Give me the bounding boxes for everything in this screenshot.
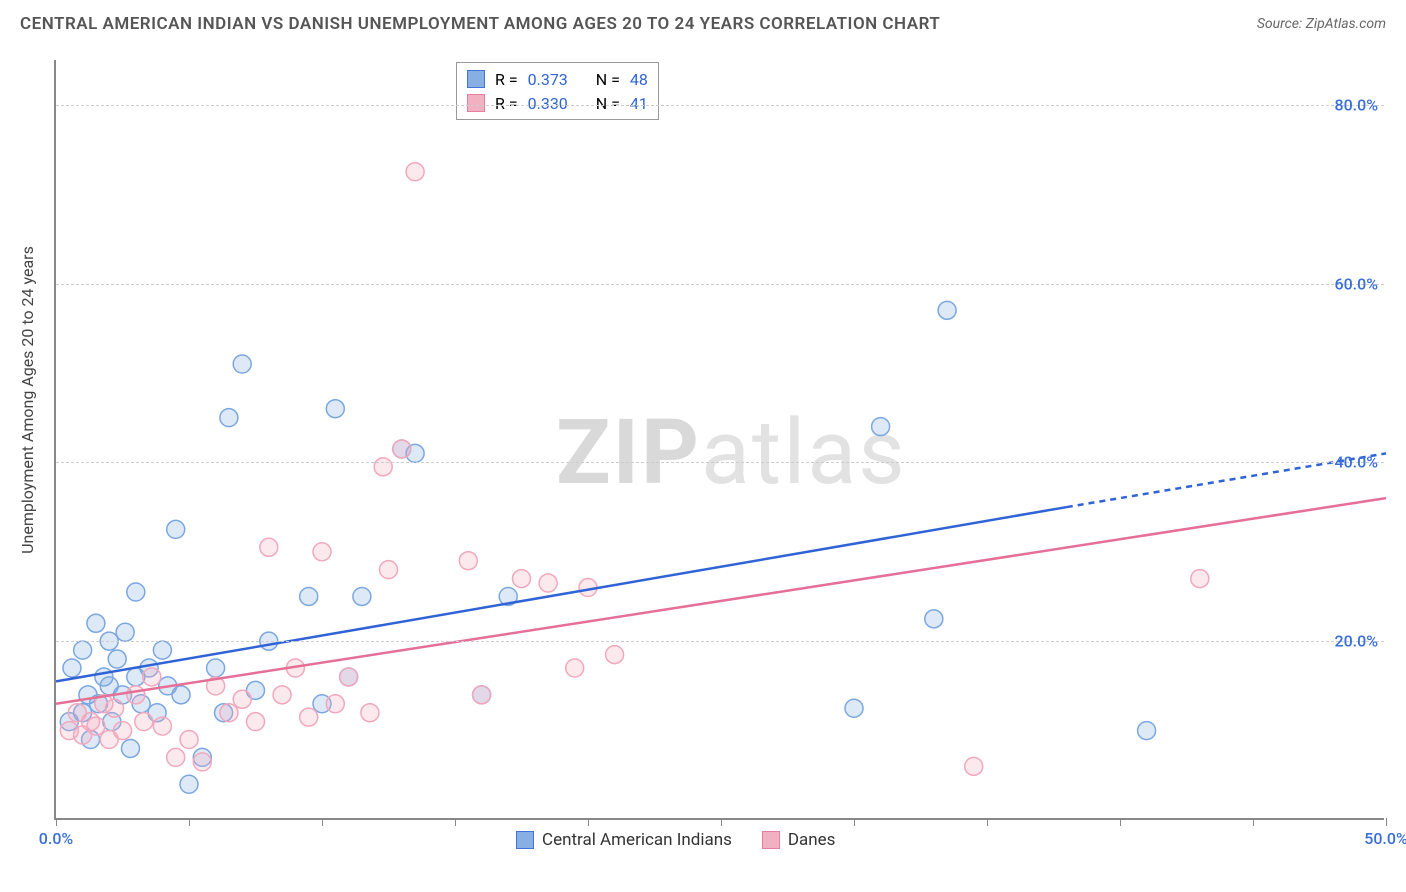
data-point-danes — [180, 731, 198, 749]
data-point-danes — [1191, 570, 1209, 588]
x-tick — [721, 818, 722, 826]
data-point-danes — [143, 668, 161, 686]
data-point-danes — [380, 561, 398, 579]
source-attribution: Source: ZipAtlas.com — [1257, 16, 1386, 32]
data-point-cai — [925, 610, 943, 628]
data-point-danes — [260, 538, 278, 556]
data-point-cai — [153, 641, 171, 659]
data-point-cai — [326, 400, 344, 418]
x-tick — [1253, 818, 1254, 826]
data-point-danes — [361, 704, 379, 722]
legend-label-cai: Central American Indians — [542, 830, 732, 850]
data-point-danes — [539, 574, 557, 592]
data-point-danes — [459, 552, 477, 570]
data-point-danes — [114, 722, 132, 740]
series-legend: Central American Indians Danes — [516, 830, 835, 850]
x-tick-label: 50.0% — [1364, 829, 1406, 848]
x-tick — [588, 818, 589, 826]
data-point-danes — [374, 458, 392, 476]
data-point-danes — [247, 713, 265, 731]
data-point-cai — [167, 520, 185, 538]
data-point-cai — [180, 775, 198, 793]
data-point-cai — [116, 623, 134, 641]
trend-line-cai — [56, 507, 1067, 681]
grid-line — [56, 641, 1384, 642]
data-point-danes — [135, 713, 153, 731]
y-tick-label: 80.0% — [1334, 95, 1378, 114]
data-point-danes — [473, 686, 491, 704]
data-point-cai — [220, 409, 238, 427]
data-point-cai — [1138, 722, 1156, 740]
data-point-cai — [87, 614, 105, 632]
x-tick — [56, 818, 57, 826]
data-point-cai — [300, 587, 318, 605]
swatch-cai-bottom — [516, 831, 534, 849]
data-point-danes — [87, 717, 105, 735]
data-point-danes — [313, 543, 331, 561]
data-point-cai — [172, 686, 190, 704]
data-point-danes — [106, 699, 124, 717]
data-point-cai — [872, 418, 890, 436]
x-tick — [854, 818, 855, 826]
data-point-danes — [965, 757, 983, 775]
x-tick — [987, 818, 988, 826]
plot-area: ZIPatlas R = 0.373 N = 48 R = 0.330 N = … — [54, 60, 1384, 820]
x-tick — [1120, 818, 1121, 826]
chart-title: CENTRAL AMERICAN INDIAN VS DANISH UNEMPL… — [20, 14, 940, 34]
trend-line-danes — [56, 498, 1386, 704]
legend-item-danes: Danes — [762, 830, 836, 850]
swatch-danes-bottom — [762, 831, 780, 849]
data-point-cai — [127, 583, 145, 601]
x-tick — [1386, 818, 1387, 826]
y-axis-label: Unemployment Among Ages 20 to 24 years — [18, 246, 37, 554]
data-point-danes — [167, 748, 185, 766]
data-point-danes — [340, 668, 358, 686]
data-point-danes — [513, 570, 531, 588]
data-point-danes — [393, 440, 411, 458]
data-point-danes — [233, 690, 251, 708]
data-point-cai — [63, 659, 81, 677]
x-tick — [189, 818, 190, 826]
grid-line — [56, 462, 1384, 463]
x-tick — [455, 818, 456, 826]
data-point-cai — [121, 739, 139, 757]
grid-line — [56, 284, 1384, 285]
chart-svg — [56, 60, 1384, 818]
y-tick-label: 40.0% — [1334, 453, 1378, 472]
data-point-cai — [233, 355, 251, 373]
data-point-cai — [353, 587, 371, 605]
data-point-danes — [153, 717, 171, 735]
data-point-danes — [300, 708, 318, 726]
y-tick-label: 20.0% — [1334, 632, 1378, 651]
data-point-danes — [273, 686, 291, 704]
data-point-cai — [845, 699, 863, 717]
x-tick — [322, 818, 323, 826]
data-point-danes — [606, 646, 624, 664]
data-point-cai — [108, 650, 126, 668]
legend-item-cai: Central American Indians — [516, 830, 732, 850]
data-point-danes — [326, 695, 344, 713]
data-point-cai — [74, 641, 92, 659]
data-point-cai — [938, 301, 956, 319]
data-point-danes — [406, 163, 424, 181]
x-tick-label: 0.0% — [39, 829, 73, 848]
data-point-danes — [193, 753, 211, 771]
grid-line — [56, 105, 1384, 106]
legend-label-danes: Danes — [788, 830, 836, 850]
data-point-danes — [220, 704, 238, 722]
y-tick-label: 60.0% — [1334, 274, 1378, 293]
source-label: Source: — [1257, 16, 1302, 32]
data-point-danes — [566, 659, 584, 677]
data-point-cai — [207, 659, 225, 677]
source-link[interactable]: ZipAtlas.com — [1306, 16, 1386, 32]
data-point-danes — [127, 686, 145, 704]
